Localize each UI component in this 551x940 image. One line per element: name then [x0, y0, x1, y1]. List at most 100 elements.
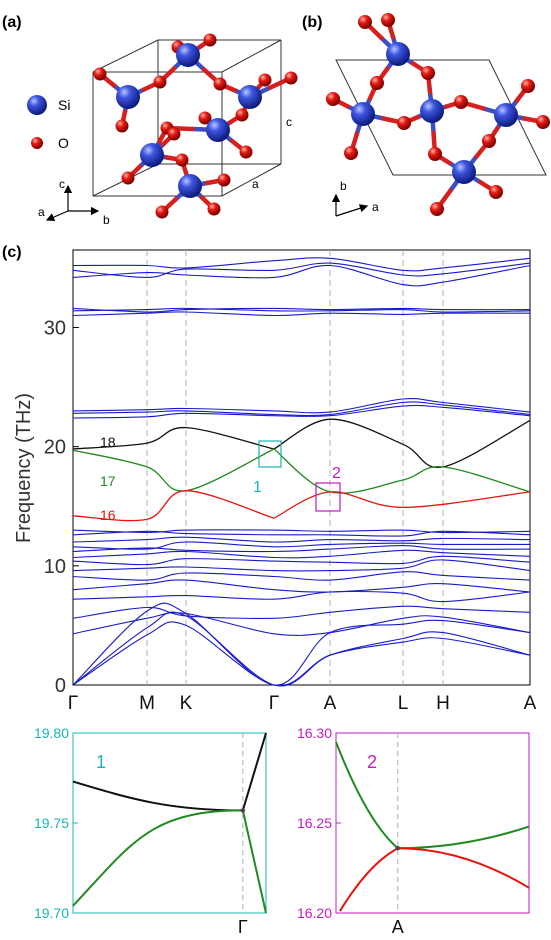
- o-atom: [198, 111, 212, 125]
- o-atom: [421, 66, 435, 80]
- cell-c-label: c: [286, 115, 292, 129]
- panel-label-a: (a): [2, 14, 22, 31]
- o-atom: [344, 146, 358, 160]
- si-legend-marker: [27, 95, 47, 115]
- o-atom: [284, 71, 298, 85]
- si-atom: [238, 85, 262, 109]
- o-atom: [115, 119, 129, 133]
- si-atom: [386, 42, 410, 66]
- panel-label-b: (b): [302, 14, 322, 31]
- x-tick-label: L: [398, 693, 409, 714]
- inset-2-bands: [335, 733, 530, 913]
- y-tick-label: 19.70: [34, 905, 69, 921]
- x-tick-label: A: [524, 693, 537, 714]
- zoom-box-1-label: 1: [253, 479, 262, 496]
- inset-band: [335, 741, 530, 850]
- inset-band: [72, 809, 267, 914]
- inset-2-label: 2: [367, 752, 377, 772]
- phonon-band: [72, 530, 531, 537]
- plot-frame: [72, 249, 531, 686]
- phonon-band: [72, 404, 531, 419]
- o-atom: [258, 73, 272, 87]
- phonon-band: [72, 257, 531, 272]
- y-tick-label: 16.30: [297, 725, 332, 741]
- si-atom: [176, 43, 200, 67]
- si-atom: [140, 143, 164, 167]
- o-atom: [167, 127, 181, 141]
- highlighted-bands: [72, 418, 531, 522]
- inset-2-ticks: 16.20 16.25 16.30 A: [297, 725, 404, 937]
- o-atom: [239, 145, 253, 159]
- inset-band: [339, 847, 530, 912]
- o-legend-label: O: [58, 135, 69, 151]
- o-atom: [454, 95, 468, 109]
- y-ticks: 0 10 20 30: [44, 317, 79, 697]
- band-16: [273, 491, 531, 519]
- phonon-band: [72, 579, 531, 593]
- x-tick-label: M: [139, 693, 155, 714]
- phonon-band: [72, 590, 531, 603]
- inset-2: 2 16.20 16.25 16.30 A: [297, 725, 530, 937]
- si-atom: [116, 85, 140, 109]
- band-18: [72, 426, 275, 450]
- o-atom: [482, 134, 496, 148]
- phonon-band: [72, 541, 531, 550]
- y-tick-label: 30: [44, 317, 66, 339]
- si-atom: [494, 103, 518, 127]
- blue-bands: [72, 257, 531, 687]
- o-atom: [397, 116, 411, 130]
- phonon-band: [72, 545, 531, 553]
- band-17: [273, 448, 531, 494]
- x-tick-label: Γ: [68, 693, 78, 714]
- degeneracy-point: [395, 846, 400, 851]
- o-atom: [430, 202, 444, 216]
- inset-1-ticks: 19.70 19.75 19.80 Γ: [34, 725, 248, 937]
- phonon-band: [72, 307, 531, 313]
- y-axis-label: Frequency (THz): [13, 393, 35, 543]
- axis-a-label-b: a: [372, 200, 379, 214]
- axis-a-label: a: [38, 205, 45, 219]
- axis-b-label: b: [103, 213, 110, 227]
- o-atom: [217, 173, 231, 187]
- panel-label-c: (c): [2, 244, 22, 261]
- cell-a-label: a: [252, 177, 259, 191]
- axis-c-label: c: [59, 177, 65, 191]
- axes-indicator-a: c a b: [38, 177, 110, 227]
- o-atom: [536, 115, 550, 129]
- y-tick-label: 19.80: [34, 725, 69, 741]
- axes-indicator-b: b a: [331, 179, 379, 217]
- y-tick-label: 19.75: [34, 815, 69, 831]
- phonon-band-structure: 0 10 20 30 Γ M K Γ A L H A Frequency (THz) 18 17 1…: [13, 249, 537, 714]
- phonon-band: [72, 262, 531, 278]
- o-atom: [213, 77, 227, 91]
- inset-1: 1 19.70 19.75 19.80 Γ: [34, 725, 267, 937]
- o-atom: [93, 67, 107, 81]
- si-atom: [178, 174, 202, 198]
- band-label-18: 18: [100, 434, 116, 450]
- si-atom: [420, 99, 444, 123]
- phonon-band: [72, 571, 531, 581]
- x-tick-label: Γ: [269, 693, 279, 714]
- x-tick-label: Γ: [238, 917, 248, 937]
- o-atom: [153, 75, 167, 89]
- phonon-band: [72, 621, 531, 687]
- si-atom: [452, 160, 476, 184]
- band-label-17: 17: [100, 473, 116, 489]
- phonon-band: [72, 398, 531, 414]
- x-tick-label: K: [180, 693, 193, 714]
- axis-b-label-b: b: [340, 179, 347, 193]
- o-atom: [203, 33, 217, 47]
- o-atom: [121, 171, 135, 185]
- zoom-box-2: [315, 482, 341, 512]
- o-atom: [370, 76, 384, 90]
- degeneracy-point: [240, 808, 246, 813]
- y-tick-label: 16.25: [297, 815, 332, 831]
- phonon-band: [72, 611, 531, 687]
- phonon-band: [72, 307, 531, 313]
- zoom-box-2-label: 2: [332, 465, 341, 482]
- phonon-band: [72, 605, 531, 620]
- legend: Si O: [27, 95, 70, 151]
- phonon-band: [72, 311, 531, 317]
